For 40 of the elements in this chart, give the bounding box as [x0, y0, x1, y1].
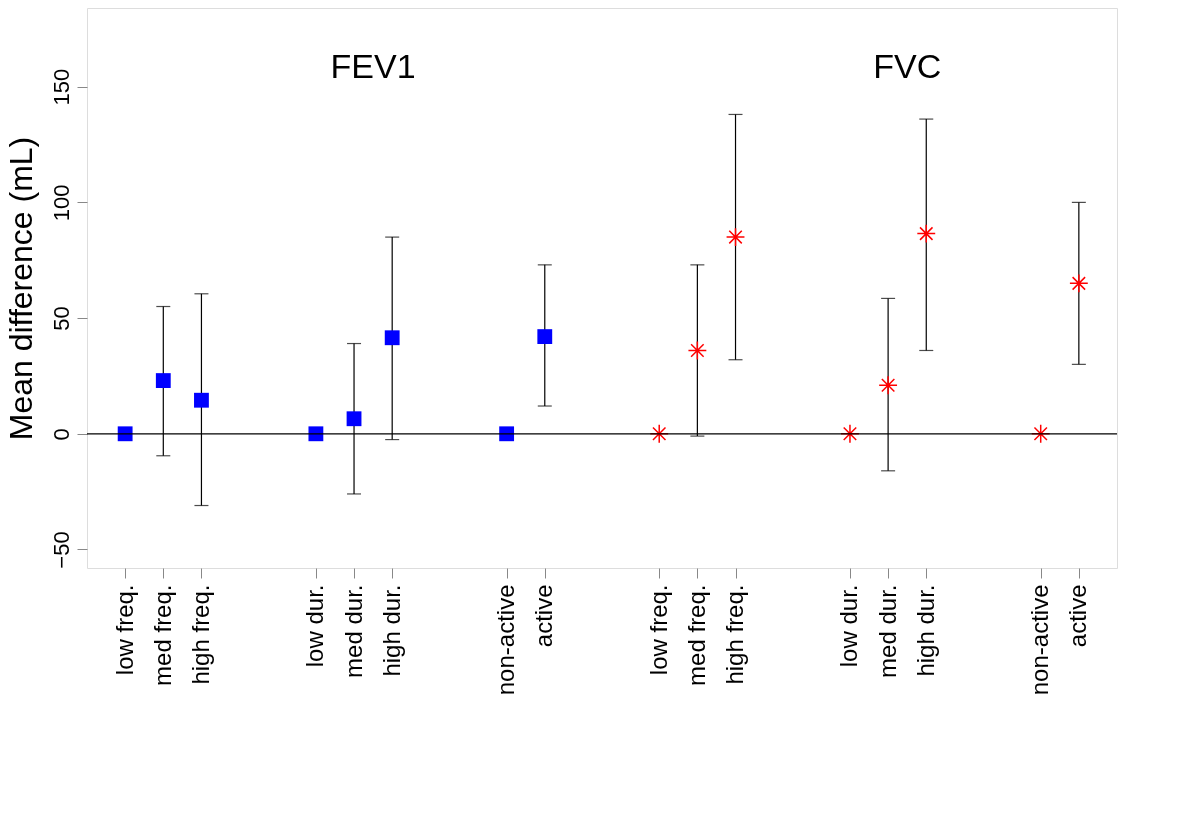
- point: [117, 426, 133, 442]
- x-tick-label: active: [1064, 584, 1092, 648]
- y-tick-label: 150: [48, 68, 74, 106]
- x-tick-label: med freq.: [148, 584, 176, 686]
- point: [878, 375, 898, 395]
- y-tick-label: 0: [48, 428, 74, 441]
- y-tick-label: 100: [48, 184, 74, 222]
- point: [1069, 273, 1089, 294]
- x-tick-label: med dur.: [873, 584, 901, 678]
- point: [840, 424, 860, 444]
- point: [725, 227, 746, 247]
- x-tick-label: low dur.: [301, 584, 329, 668]
- point: [499, 426, 515, 442]
- annotation: FVC: [873, 47, 942, 85]
- point: [687, 340, 708, 361]
- x-tick-label: high dur.: [377, 584, 405, 677]
- x-tick-label: low freq.: [644, 584, 672, 676]
- x-tick-label: low freq.: [110, 584, 138, 676]
- point: [916, 223, 936, 244]
- x-tick-label: high dur.: [911, 584, 939, 677]
- annotation: FEV1: [330, 47, 416, 85]
- point: [649, 424, 669, 444]
- point: [537, 329, 553, 345]
- x-tick-label: low dur.: [835, 584, 863, 668]
- point: [308, 426, 324, 442]
- x-tick-label: non-active: [1026, 584, 1054, 696]
- point: [346, 411, 362, 427]
- x-tick-label: non-active: [492, 584, 520, 696]
- x-tick-label: med dur.: [339, 584, 367, 678]
- point: [155, 373, 171, 388]
- x-tick-label: med freq.: [682, 584, 710, 686]
- x-tick-label: high freq.: [721, 584, 749, 685]
- point: [384, 330, 400, 346]
- point: [1031, 424, 1051, 444]
- y-tick-label: −50: [48, 531, 74, 569]
- point: [194, 392, 209, 408]
- y-tick-label: 50: [48, 306, 74, 331]
- y-axis-title: Mean difference (mL): [2, 136, 39, 441]
- x-tick-label: high freq.: [186, 584, 214, 685]
- x-tick-label: active: [530, 584, 558, 648]
